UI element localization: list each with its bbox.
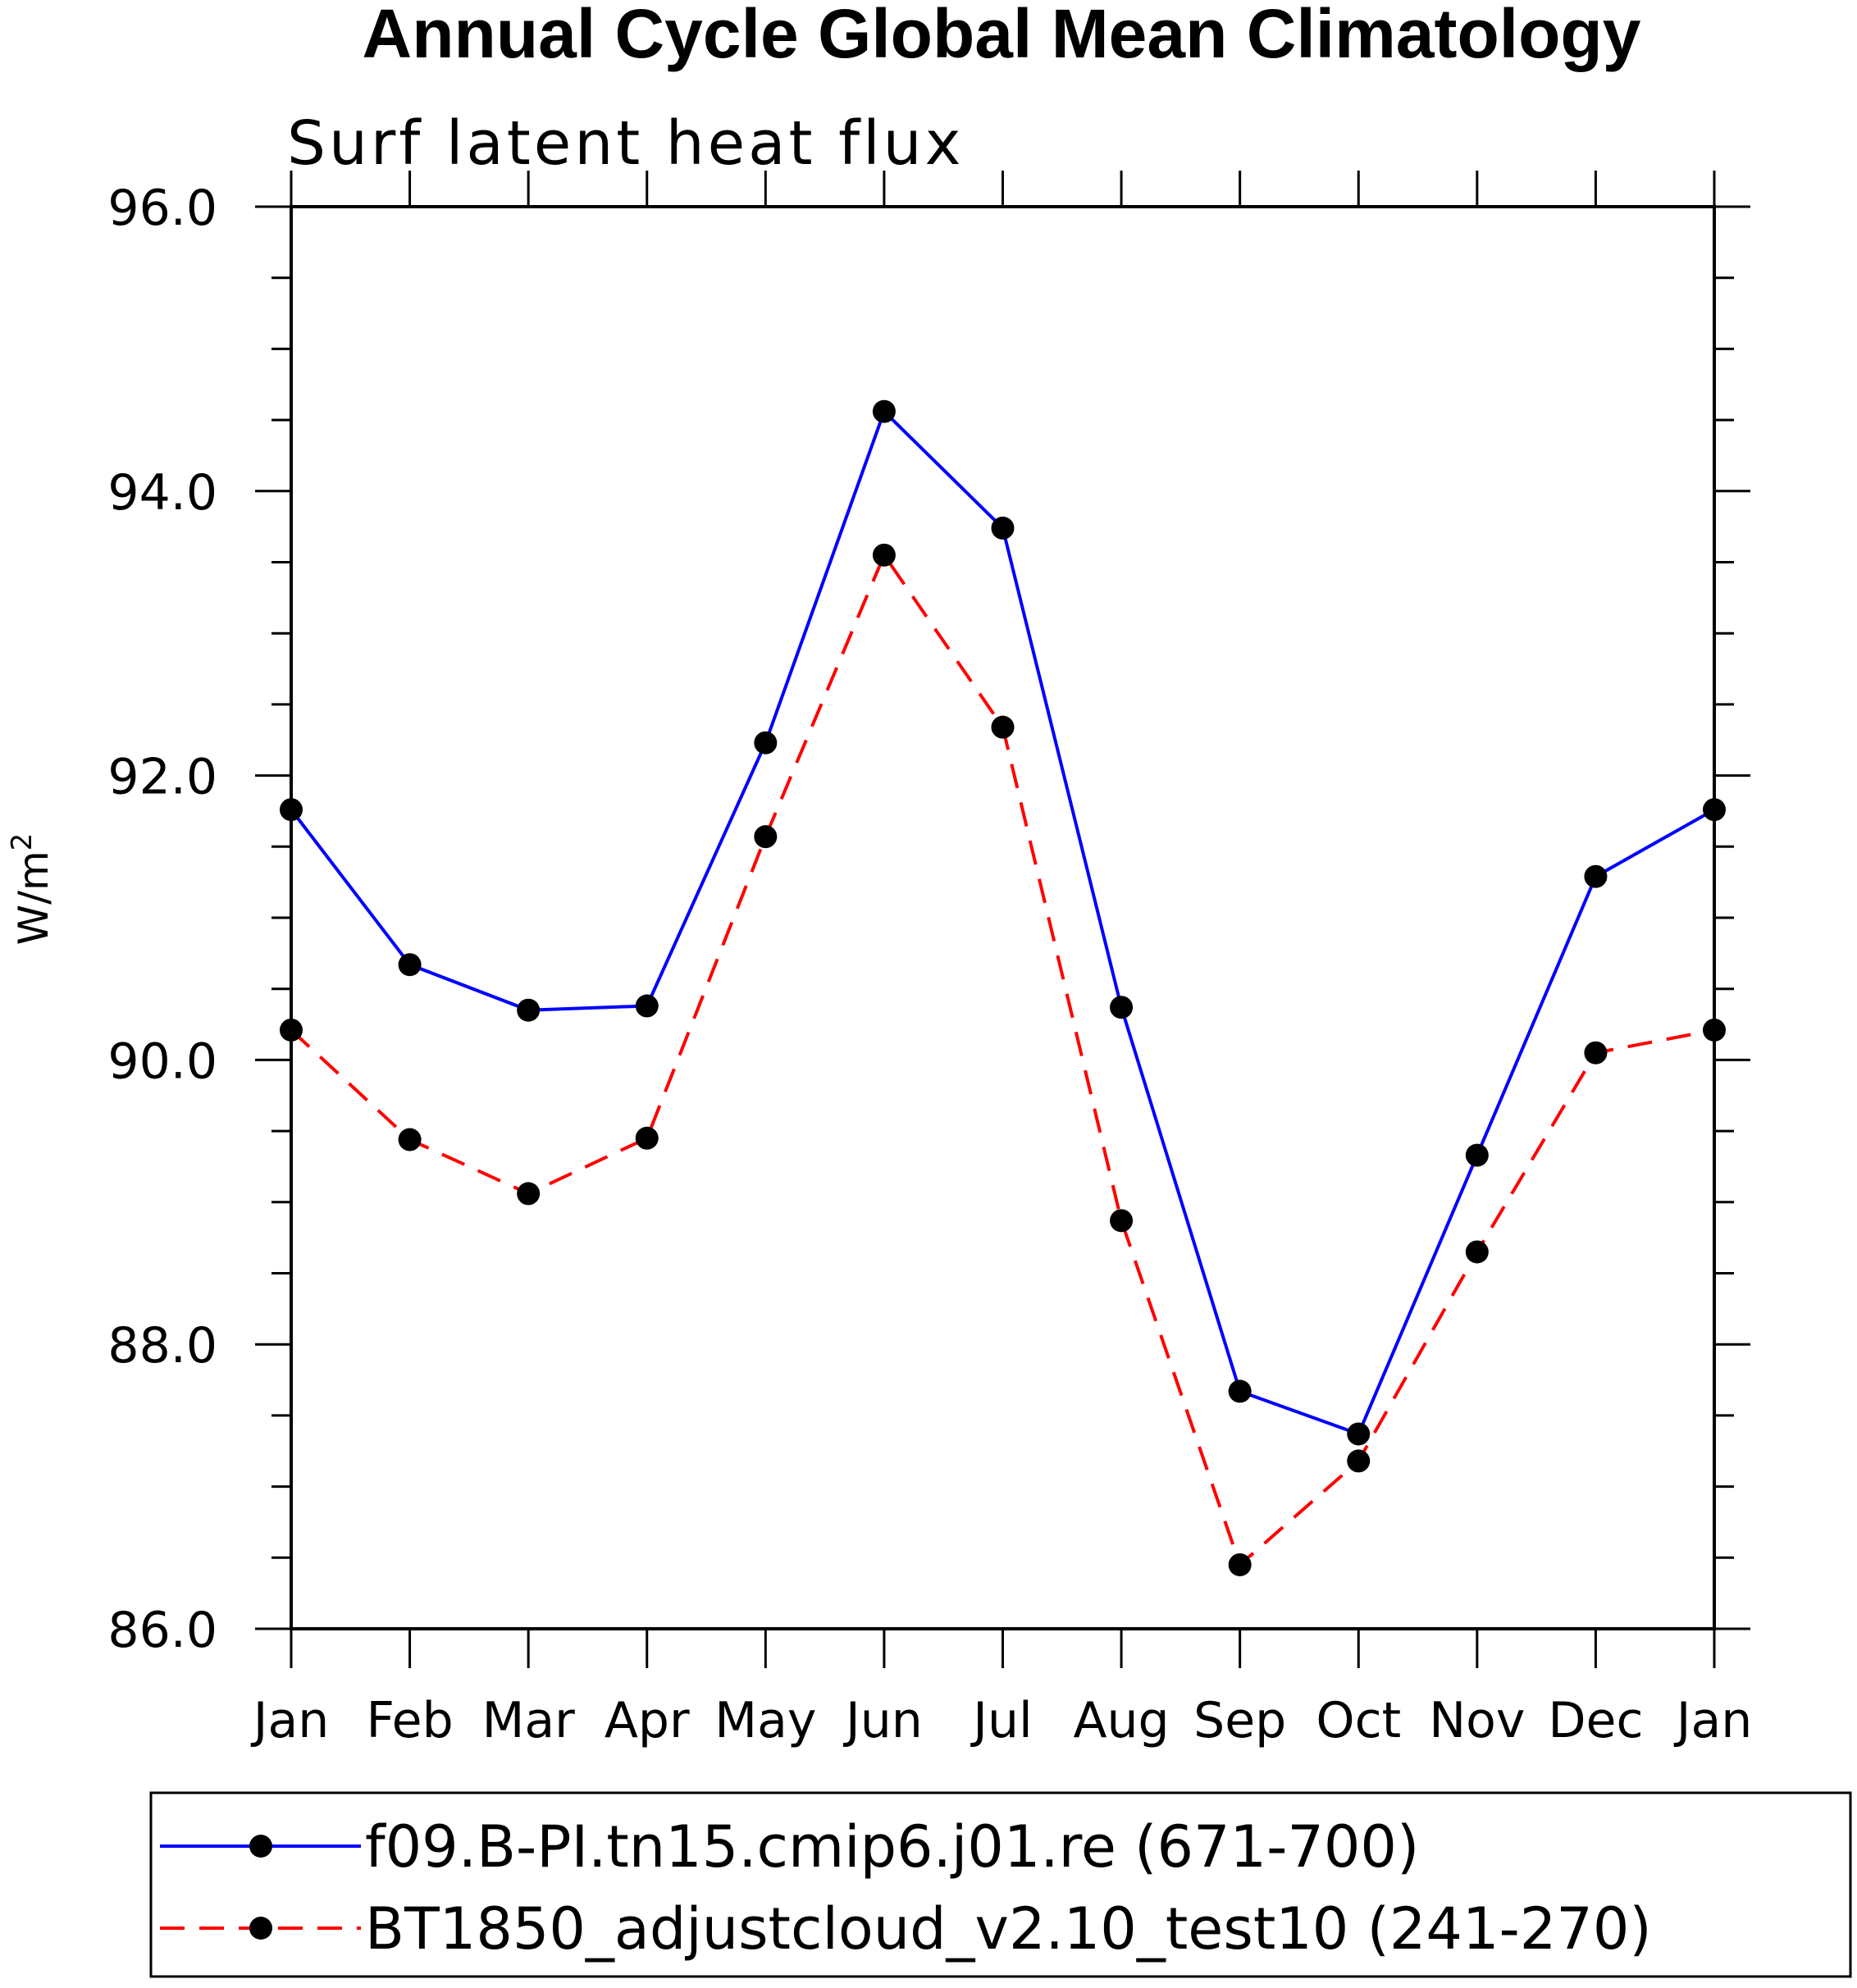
- data-point-series-1: [635, 994, 659, 1018]
- data-point-series-1: [517, 998, 541, 1022]
- x-tick-label: Aug: [1073, 1692, 1169, 1749]
- data-point-series-1: [872, 399, 896, 423]
- legend: f09.B-PI.tn15.cmip6.j01.re (671-700) BT18…: [160, 1813, 1652, 1963]
- data-point-series-1: [991, 516, 1015, 540]
- data-point-series-1: [1228, 1379, 1252, 1403]
- x-tick-label: Jan: [1673, 1692, 1753, 1749]
- data-point-series-2: [1465, 1240, 1489, 1264]
- data-point-series-2: [1584, 1041, 1608, 1065]
- axis-ticks: [255, 171, 1750, 1668]
- legend-label-2: BT1850_adjustcloud_v2.10_test10 (241-270…: [365, 1895, 1652, 1963]
- data-point-series-1: [1110, 996, 1134, 1019]
- data-point-series-1: [1347, 1422, 1371, 1446]
- y-tick-label: 86.0: [107, 1602, 217, 1659]
- series-line-2: [290, 551, 1715, 1568]
- data-point-series-2: [872, 543, 896, 567]
- x-tick-label: Dec: [1548, 1692, 1643, 1749]
- chart-title: Annual Cycle Global Mean Climatology: [363, 0, 1641, 72]
- y-tick-label: 90.0: [107, 1033, 217, 1090]
- data-point-series-1: [1465, 1143, 1489, 1167]
- y-axis-label: W/m2: [6, 833, 57, 946]
- data-point-series-2: [1347, 1449, 1371, 1473]
- data-point-series-1: [1584, 864, 1608, 888]
- x-tick-label: Oct: [1316, 1692, 1401, 1749]
- x-tick-label: Mar: [482, 1692, 576, 1749]
- x-tick-label: Nov: [1429, 1692, 1525, 1749]
- plot-frame: [290, 205, 1716, 1630]
- data-point-series-2: [635, 1126, 659, 1150]
- data-point-series-2: [398, 1128, 422, 1151]
- data-point-series-2: [1110, 1209, 1134, 1233]
- series-line-1: [290, 408, 1715, 1436]
- data-point-series-1: [754, 731, 778, 755]
- legend-marker-1: [249, 1835, 272, 1858]
- data-point-series-2: [754, 825, 778, 849]
- data-point-series-1: [398, 953, 422, 977]
- svg-text:W/m2: W/m2: [6, 833, 57, 946]
- y-tick-label: 88.0: [107, 1317, 217, 1375]
- y-tick-label: 94.0: [107, 464, 217, 522]
- legend-box: [149, 1791, 1852, 1978]
- x-tick-label: Feb: [366, 1692, 453, 1749]
- data-point-series-2: [280, 1018, 303, 1042]
- y-tick-label: 92.0: [107, 749, 217, 806]
- series-lines: [290, 408, 1715, 1568]
- x-tick-label: Jun: [842, 1692, 923, 1749]
- y-tick-labels: 86.0 88.0 90.0 92.0 94.0 96.0: [107, 180, 217, 1659]
- legend-marker-2: [249, 1917, 272, 1940]
- series-markers: [280, 399, 1726, 1576]
- data-point-series-2: [1228, 1553, 1252, 1576]
- data-point-series-1: [280, 798, 303, 822]
- y-tick-label: 96.0: [107, 180, 217, 237]
- x-tick-label: Jul: [970, 1692, 1032, 1749]
- legend-label-1: f09.B-PI.tn15.cmip6.j01.re (671-700): [365, 1813, 1419, 1881]
- data-point-series-2: [991, 715, 1015, 739]
- data-point-series-2: [517, 1182, 541, 1206]
- x-tick-label: Apr: [605, 1692, 690, 1749]
- data-point-series-1: [1703, 798, 1726, 822]
- chart-subtitle: Surf latent heat flux: [287, 108, 964, 179]
- x-tick-labels: Jan Feb Mar Apr May Jun Jul Aug Sep Oct Nov Dec Jan: [250, 1692, 1753, 1749]
- x-tick-label: May: [714, 1692, 816, 1749]
- x-tick-label: Jan: [250, 1692, 330, 1749]
- data-point-series-2: [1703, 1018, 1726, 1042]
- x-tick-label: Sep: [1193, 1692, 1286, 1749]
